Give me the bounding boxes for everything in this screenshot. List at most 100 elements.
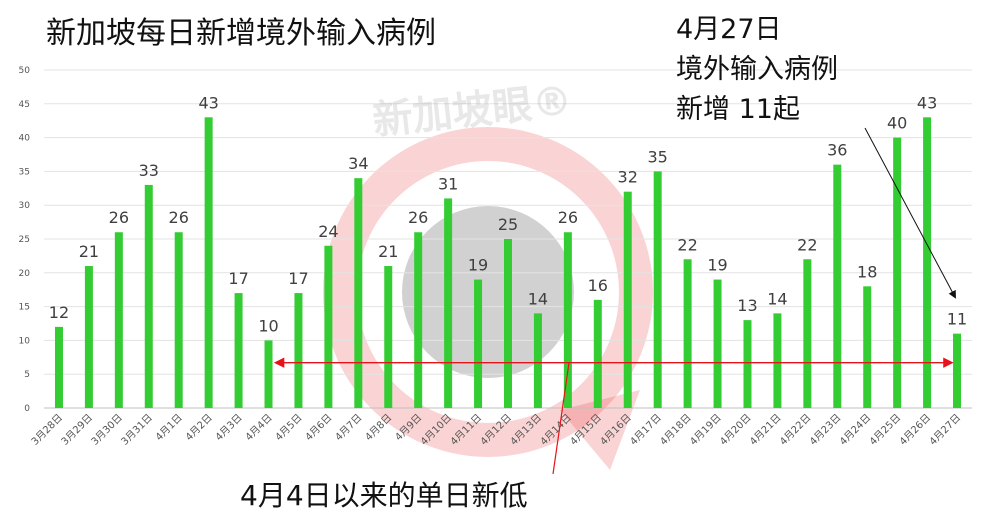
data-label: 19	[707, 256, 727, 275]
x-tick-label: 4月19日	[688, 412, 724, 448]
data-label: 26	[109, 208, 129, 227]
data-labels: 12 21 26 33 26 43 17 10 17 24 34 21 26 31 19 25 14 26 16 32…	[49, 93, 967, 335]
bar	[623, 191, 632, 408]
x-tick-label: 4月5日	[273, 412, 305, 444]
data-label: 18	[857, 262, 877, 281]
bar	[294, 293, 303, 408]
watermark-arrowhead	[560, 390, 640, 470]
data-label: 25	[498, 215, 518, 234]
bar	[114, 232, 123, 408]
data-label: 32	[618, 168, 638, 187]
x-tick-label: 4月17日	[628, 412, 664, 448]
bar	[504, 239, 512, 408]
annotation-arrows	[273, 127, 956, 475]
bar	[84, 266, 93, 408]
annotation-line: 新增 11起	[676, 94, 800, 125]
x-tick-label: 4月8日	[363, 412, 395, 444]
data-label: 17	[288, 269, 308, 288]
y-tick-label: 5	[24, 370, 30, 380]
x-tick-label: 3月30日	[89, 412, 125, 448]
data-label: 14	[528, 289, 548, 308]
x-tick-label: 4月4日	[243, 412, 275, 444]
bar	[923, 117, 932, 408]
data-label: 34	[348, 154, 368, 173]
bar	[653, 171, 662, 408]
data-label: 21	[79, 242, 99, 261]
data-label: 24	[318, 222, 338, 241]
data-label: 26	[408, 208, 428, 227]
chart-title: 新加坡每日新增境外输入病例	[46, 16, 436, 51]
bar	[264, 340, 273, 408]
bar	[533, 313, 542, 408]
x-tick-label: 4月3日	[213, 412, 245, 444]
x-tick-label: 4月22日	[777, 412, 813, 448]
data-label: 40	[887, 114, 907, 133]
bar	[893, 137, 902, 408]
x-tick-label: 4月7日	[333, 412, 365, 444]
x-tick-label: 3月29日	[59, 412, 95, 448]
bar	[474, 279, 483, 408]
bar	[144, 184, 153, 408]
annotation-line: 境外输入病例	[676, 54, 838, 85]
bar	[683, 259, 692, 408]
bar	[953, 333, 962, 408]
data-label: 26	[558, 208, 578, 227]
bar	[354, 178, 363, 408]
x-tick-label: 4月24日	[837, 412, 873, 448]
y-tick-label: 30	[19, 201, 31, 211]
data-label: 16	[588, 276, 608, 295]
x-tick-label: 4月23日	[807, 412, 843, 448]
data-label: 35	[647, 147, 667, 166]
watermark-ring	[323, 127, 653, 457]
x-tick-label: 4月1日	[153, 412, 185, 444]
data-label: 21	[378, 242, 398, 261]
data-label: 14	[767, 289, 787, 308]
y-tick-label: 0	[24, 404, 30, 414]
data-label: 33	[139, 161, 159, 180]
x-tick-label: 4月2日	[183, 412, 215, 444]
bar	[713, 279, 722, 408]
y-axis-ticks: 0 5 10 15 20 25 30 35 40 45 50	[19, 66, 31, 414]
bar	[324, 245, 333, 408]
data-label: 43	[198, 93, 218, 112]
y-tick-label: 25	[19, 235, 30, 245]
bar	[803, 259, 812, 408]
x-tick-label: 3月28日	[29, 412, 65, 448]
y-tick-label: 15	[19, 303, 30, 313]
data-label: 11	[947, 310, 967, 329]
data-label: 22	[677, 235, 697, 254]
data-label: 36	[827, 141, 847, 160]
latest-pointer-arrow	[864, 127, 956, 299]
y-tick-label: 50	[19, 66, 31, 76]
bar	[743, 320, 752, 408]
bar	[833, 164, 842, 408]
bar	[563, 232, 572, 408]
x-tick-label: 3月31日	[119, 412, 155, 448]
bar	[234, 293, 243, 408]
data-label: 19	[468, 256, 488, 275]
bars	[54, 117, 962, 408]
bar	[204, 117, 213, 408]
annotation-low: 4月4日以来的单日新低	[240, 479, 528, 512]
x-tick-label: 4月18日	[658, 412, 694, 448]
data-label: 22	[797, 235, 817, 254]
bar	[414, 232, 423, 408]
bar	[444, 198, 453, 408]
bar	[773, 313, 782, 408]
x-tick-label: 4月21日	[747, 412, 783, 448]
y-tick-label: 20	[19, 269, 31, 279]
watermark-disc	[402, 206, 574, 378]
y-tick-label: 45	[19, 100, 30, 110]
bar	[593, 299, 602, 408]
bar	[54, 326, 63, 408]
low-pointer-line	[552, 362, 570, 475]
y-tick-label: 10	[19, 336, 31, 346]
data-label: 17	[228, 269, 248, 288]
data-label: 31	[438, 174, 458, 193]
x-tick-label: 4月25日	[867, 412, 903, 448]
y-tick-label: 35	[19, 167, 30, 177]
data-label: 12	[49, 303, 69, 322]
x-tick-label: 4月27日	[927, 412, 963, 448]
data-label: 43	[917, 93, 937, 112]
